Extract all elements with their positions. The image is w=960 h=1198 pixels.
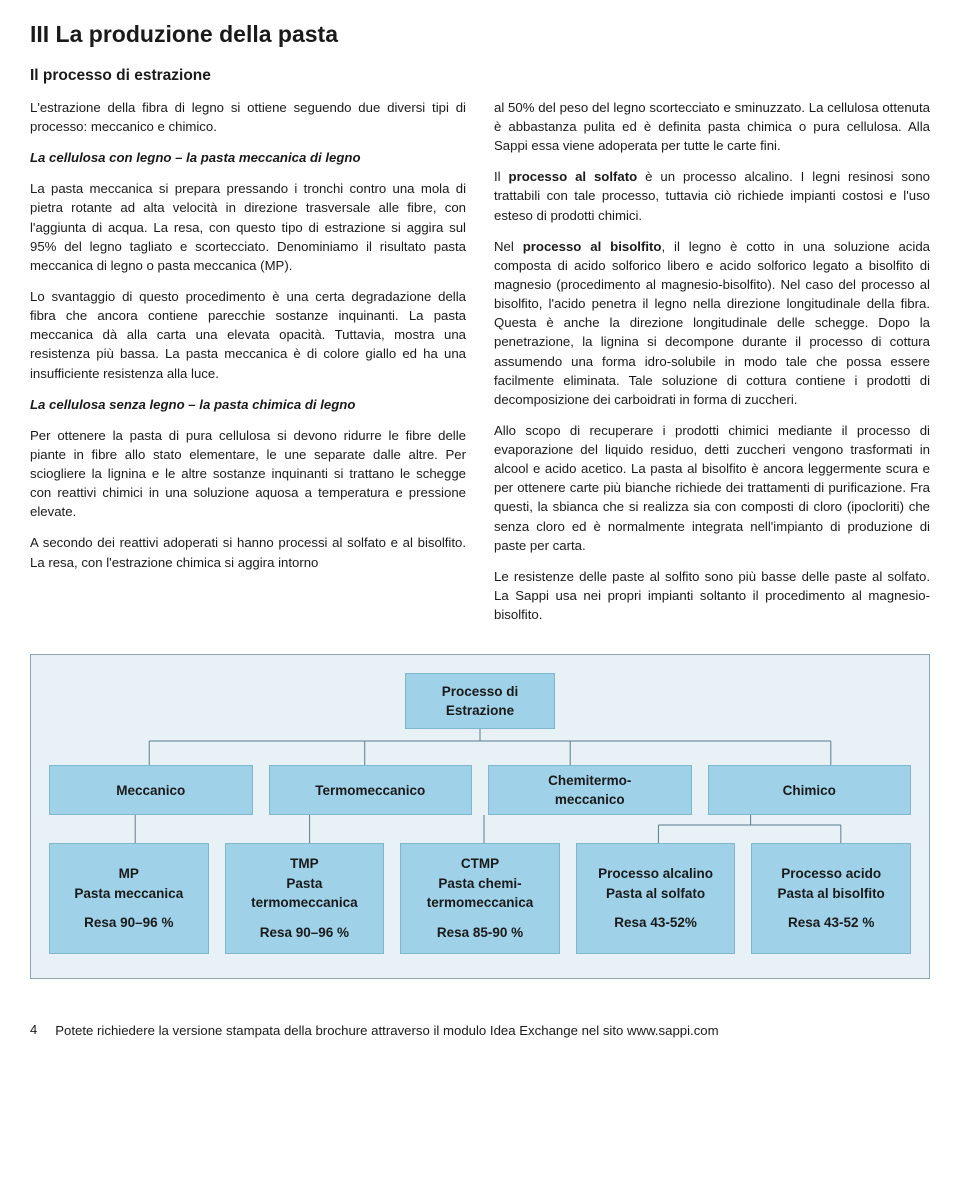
node-label: Pasta al solfato <box>606 884 705 904</box>
connector <box>49 815 911 843</box>
node-yield: Resa 43-52% <box>614 913 697 933</box>
diagram-leaf-node: CTMP Pasta chemi- termomeccanica Resa 85… <box>400 843 560 953</box>
left-column: L'estrazione della fibra di legno si ott… <box>30 98 466 637</box>
subheading: La cellulosa senza legno – la pasta chim… <box>30 395 466 414</box>
diagram-node: Chemitermo- meccanico <box>488 765 692 815</box>
diagram-leaf-node: Processo acido Pasta al bisolfito Resa 4… <box>751 843 911 953</box>
body-text: Il processo al solfato è un processo alc… <box>494 167 930 224</box>
node-label: Pasta chemi- <box>438 874 521 894</box>
node-label: Chemitermo- <box>548 771 631 791</box>
diagram-root-node: Processo di Estrazione <box>405 673 555 729</box>
diagram-node: Meccanico <box>49 765 253 815</box>
body-text: Il <box>494 169 509 184</box>
node-label: Pasta <box>286 874 322 894</box>
section-subtitle: Il processo di estrazione <box>30 65 930 87</box>
node-label: Processo acido <box>781 864 881 884</box>
diagram-level-3: MP Pasta meccanica Resa 90–96 % TMP Past… <box>49 843 911 953</box>
body-text: Lo svantaggio di questo procedimento è u… <box>30 287 466 383</box>
node-yield: Resa 85-90 % <box>437 923 523 943</box>
diagram-node: Termomeccanico <box>269 765 473 815</box>
diagram-level-2: Meccanico Termomeccanico Chemitermo- mec… <box>49 765 911 815</box>
node-label: MP <box>119 864 139 884</box>
body-text: Per ottenere la pasta di pura cellulosa … <box>30 426 466 522</box>
node-label: Chimico <box>783 781 836 801</box>
footer-text: Potete richiedere la versione stampata d… <box>55 1021 930 1040</box>
node-label: Processo di <box>442 682 519 702</box>
page-number: 4 <box>30 1021 37 1040</box>
page-footer: 4 Potete richiedere la versione stampata… <box>30 1021 930 1040</box>
body-text: Allo scopo di recuperare i prodotti chim… <box>494 421 930 555</box>
node-label: termomeccanica <box>427 893 534 913</box>
node-label: TMP <box>290 854 319 874</box>
node-yield: Resa 90–96 % <box>260 923 349 943</box>
body-text: Nel <box>494 239 523 254</box>
bold-term: processo al bisolfito <box>523 239 662 254</box>
diagram-leaf-node: MP Pasta meccanica Resa 90–96 % <box>49 843 209 953</box>
body-text: al 50% del peso del legno scortecciato e… <box>494 98 930 155</box>
node-label: Pasta meccanica <box>74 884 183 904</box>
subheading: La cellulosa con legno – la pasta meccan… <box>30 148 466 167</box>
text-columns: L'estrazione della fibra di legno si ott… <box>30 98 930 637</box>
node-label: Pasta al bisolfito <box>778 884 885 904</box>
right-column: al 50% del peso del legno scortecciato e… <box>494 98 930 637</box>
diagram-node: Chimico <box>708 765 912 815</box>
node-label: Termomeccanico <box>315 781 425 801</box>
page-title: III La produzione della pasta <box>30 18 930 51</box>
node-yield: Resa 90–96 % <box>84 913 173 933</box>
node-label: CTMP <box>461 854 499 874</box>
node-label: meccanico <box>555 790 625 810</box>
node-label: termomeccanica <box>251 893 358 913</box>
node-label: Meccanico <box>116 781 185 801</box>
node-label: Processo alcalino <box>598 864 713 884</box>
diagram-leaf-node: TMP Pasta termomeccanica Resa 90–96 % <box>225 843 385 953</box>
connector <box>49 729 911 765</box>
node-label: Estrazione <box>446 701 514 721</box>
body-text: L'estrazione della fibra di legno si ott… <box>30 98 466 136</box>
diagram-leaf-node: Processo alcalino Pasta al solfato Resa … <box>576 843 736 953</box>
bold-term: processo al solfato <box>509 169 638 184</box>
body-text: A secondo dei reattivi adoperati si hann… <box>30 533 466 571</box>
process-diagram: Processo di Estrazione Meccanico Termome… <box>30 654 930 978</box>
body-text: Le resistenze delle paste al solfito son… <box>494 567 930 624</box>
body-text: , il legno è cotto in una soluzione acid… <box>494 239 930 407</box>
node-yield: Resa 43-52 % <box>788 913 874 933</box>
body-text: La pasta meccanica si prepara pressando … <box>30 179 466 275</box>
body-text: Nel processo al bisolfito, il legno è co… <box>494 237 930 409</box>
